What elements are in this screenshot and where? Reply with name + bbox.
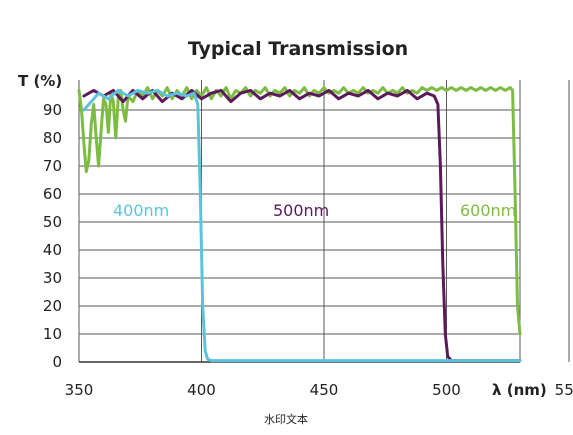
y-tick-label: 30 bbox=[43, 269, 62, 287]
y-tick-label: 60 bbox=[43, 185, 62, 203]
x-axis-label: λ (nm) bbox=[492, 381, 547, 399]
y-tick-label: 40 bbox=[43, 241, 62, 259]
y-tick-label: 90 bbox=[43, 101, 62, 119]
y-axis-label: T (%) bbox=[18, 72, 62, 90]
series-line-500nm bbox=[82, 88, 522, 363]
x-tick-label: 550 bbox=[555, 381, 573, 399]
series-line-400nm bbox=[82, 88, 522, 363]
x-tick-label: 400 bbox=[187, 381, 216, 399]
chart-title: Typical Transmission bbox=[188, 38, 408, 60]
series-labels: 400nm 500nm 600nm bbox=[113, 201, 516, 220]
watermark-text: 水印文本 bbox=[264, 412, 308, 426]
tick-labels: 0 10 20 30 40 50 60 70 80 90 350 400 450 500 550 bbox=[43, 101, 573, 399]
y-tick-label: 20 bbox=[43, 297, 62, 315]
x-tick-label: 350 bbox=[65, 381, 94, 399]
y-tick-label: 10 bbox=[43, 325, 62, 343]
series-lines bbox=[77, 86, 522, 363]
y-tick-label: 70 bbox=[43, 157, 62, 175]
y-tick-label: 80 bbox=[43, 129, 62, 147]
series-label-400nm: 400nm bbox=[113, 201, 169, 220]
x-tick-label: 450 bbox=[310, 381, 339, 399]
series-label-500nm: 500nm bbox=[273, 201, 329, 220]
x-tick-label: 500 bbox=[432, 381, 461, 399]
y-tick-label: 50 bbox=[43, 213, 62, 231]
grid bbox=[78, 80, 570, 363]
y-tick-label: 0 bbox=[52, 353, 62, 371]
series-label-600nm: 600nm bbox=[460, 201, 516, 220]
